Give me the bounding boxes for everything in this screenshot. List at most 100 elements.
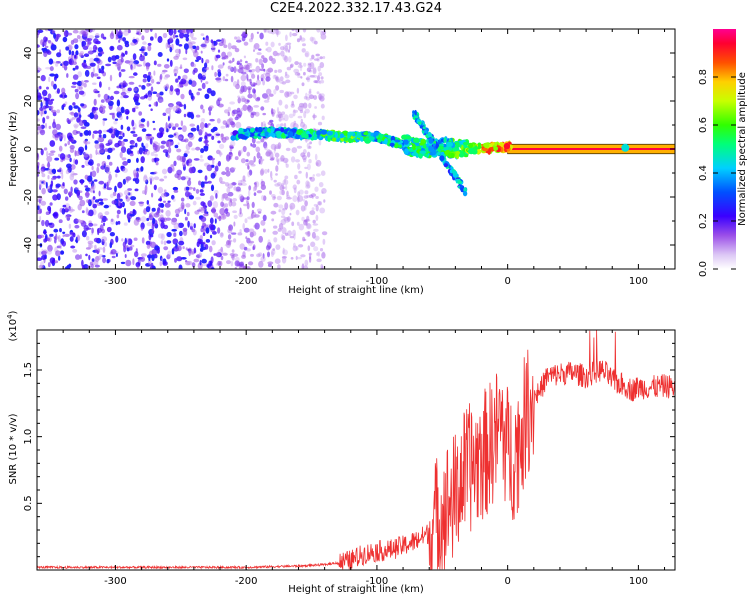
spectrogram-noise-cell [134, 142, 138, 148]
spectrogram-noise-cell [107, 147, 113, 153]
spectrogram-noise-cell [314, 153, 318, 161]
spectrogram-noise-cell [224, 208, 229, 214]
spectrogram-noise-cell [115, 173, 118, 178]
spectrogram-noise-cell [279, 185, 285, 191]
spectrogram-noise-cell [172, 106, 178, 113]
spectrogram-noise-cell [132, 258, 135, 266]
spectrogram-noise-cell [76, 190, 81, 198]
spectrogram-noise-cell [317, 201, 321, 206]
spectrogram-noise-cell [123, 246, 127, 253]
spectrogram-noise-cell [295, 255, 298, 261]
spectrogram-noise-cell [143, 59, 146, 67]
spectrogram-noise-cell [88, 242, 92, 250]
spectrogram-noise-cell [153, 101, 158, 107]
spectrogram-noise-cell [79, 254, 82, 260]
spectrogram-noise-cell [243, 203, 248, 207]
spectrogram-noise-cell [281, 117, 285, 121]
spectrogram-noise-cell [233, 221, 236, 227]
spectrogram-noise-cell [183, 152, 188, 158]
spectrogram-noise-cell [200, 201, 205, 207]
spectrogram-noise-cell [120, 261, 126, 265]
spectrogram-noise-cell [157, 186, 164, 194]
spectrogram-noise-cell [187, 141, 193, 148]
spectrogram-noise-cell [306, 215, 310, 222]
spectrogram-noise-cell [163, 217, 167, 222]
spectrogram-noise-cell [159, 132, 164, 137]
spectrogram-noise-cell [97, 212, 103, 220]
spectrogram-noise-cell [178, 134, 184, 141]
spectrogram-noise-cell [41, 48, 45, 51]
spectrogram-noise-cell [215, 54, 221, 59]
spectrogram-noise-cell [127, 192, 131, 196]
spectrogram-noise-cell [131, 119, 135, 127]
spectrogram-spur-cell [414, 115, 419, 119]
spectrogram-noise-cell [102, 134, 107, 139]
spectrogram-spur-cell [462, 190, 468, 197]
spectrogram-noise-cell [273, 89, 277, 95]
spectrogram-noise-cell [46, 155, 53, 163]
spectrogram-noise-cell [163, 246, 169, 251]
spectrogram-noise-cell [250, 253, 254, 257]
spectrogram-noise-cell [45, 181, 48, 189]
spectrogram-noise-cell [217, 260, 221, 266]
spectrogram-noise-cell [229, 101, 236, 105]
spectrogram-noise-cell [160, 140, 167, 145]
spectrogram-noise-cell [296, 38, 301, 43]
spectrogram-noise-cell [101, 255, 106, 258]
spectrogram-noise-cell [207, 200, 213, 208]
spectrogram-noise-cell [297, 196, 300, 203]
spectrogram-noise-cell [140, 166, 144, 172]
snr-x-ticks: -300 -200 -100 0 100 [36, 330, 666, 587]
spectrogram-signal-cell [244, 132, 249, 136]
spectrogram-noise-cell [246, 196, 250, 201]
spectrogram-noise-cell [46, 163, 51, 167]
spectrogram-signal-cell [412, 143, 416, 151]
spectrogram-noise-cell [279, 46, 285, 51]
spectrogram-noise-cell [216, 39, 222, 42]
spectrogram-noise-cell [75, 187, 80, 190]
spectrogram-noise-cell [166, 240, 172, 244]
spectrogram-noise-cell [83, 53, 90, 57]
spectrogram-noise-cell [313, 80, 318, 84]
spectrogram-noise-cell [153, 60, 157, 66]
spectrogram-noise-cell [206, 164, 213, 172]
spectrogram-noise-cell [160, 203, 165, 208]
spectrogram-noise-cell [225, 170, 231, 177]
spectrogram-noise-cell [42, 89, 48, 97]
spectrogram-noise-cell [139, 136, 143, 141]
spectrogram-noise-cell [155, 161, 159, 166]
spectrogram-noise-cell [110, 218, 114, 222]
spectrogram-noise-cell [174, 66, 179, 71]
spectrogram-noise-cell [222, 193, 229, 199]
spectrogram-noise-cell [298, 170, 302, 174]
spectrogram-signal-cell [458, 152, 465, 158]
spectrogram-noise-cell [46, 186, 51, 192]
spectrogram-noise-cell [280, 215, 286, 219]
spectrogram-noise-cell [247, 106, 250, 112]
spectrogram-noise-cell [143, 175, 148, 183]
spectrogram-noise-cell [141, 237, 145, 244]
spectrogram-noise-cell [109, 193, 114, 198]
spectrogram-noise-cell [209, 195, 214, 201]
spectrogram-noise-cell [83, 225, 89, 231]
spectrogram-noise-cell [211, 65, 214, 71]
spectrogram-noise-cell [204, 93, 210, 100]
spectrogram-noise-cell [138, 201, 145, 204]
spectrogram-noise-cell [51, 169, 56, 173]
spectrogram-noise-cell [200, 50, 203, 54]
spectrogram-noise-cell [87, 240, 94, 245]
spectrogram-noise-cell [142, 190, 146, 195]
spectrogram-noise-cell [271, 194, 276, 198]
spectrogram-noise-cell [254, 82, 258, 86]
spectrogram-noise-cell [144, 189, 147, 196]
snr-series-line [37, 330, 675, 570]
spectrogram-noise-cell [281, 208, 286, 216]
spectrogram-noise-cell [311, 54, 315, 60]
spectrogram-noise-cell [195, 114, 201, 118]
spectrogram-noise-cell [136, 167, 139, 172]
spectrogram-noise-cell [260, 183, 266, 190]
spectrogram-noise-cell [132, 133, 138, 137]
spectrogram-noise-cell [94, 140, 99, 144]
spectrogram-spur-cell [424, 130, 428, 134]
spectrogram-noise-cell [313, 113, 316, 121]
